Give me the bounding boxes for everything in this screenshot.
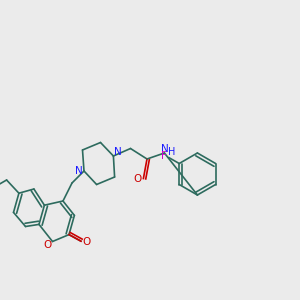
Text: O: O xyxy=(44,239,52,250)
Text: O: O xyxy=(82,237,91,247)
Text: N: N xyxy=(114,147,122,158)
Text: N: N xyxy=(161,144,169,154)
Text: O: O xyxy=(134,174,142,184)
Text: F: F xyxy=(161,151,167,161)
Text: H: H xyxy=(168,147,175,158)
Text: N: N xyxy=(75,166,83,176)
